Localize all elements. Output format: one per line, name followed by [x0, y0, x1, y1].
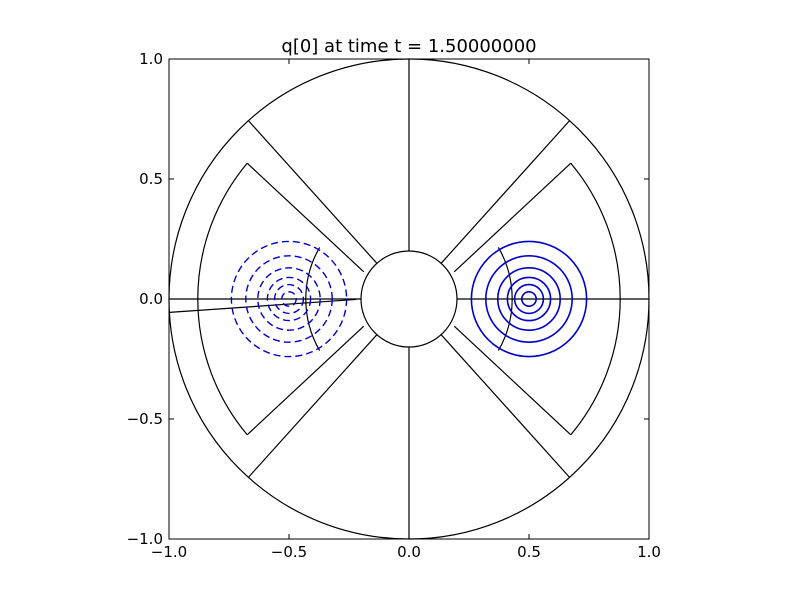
- contour-line-right-3: [496, 266, 561, 331]
- sector-edge-sw-inner: [246, 325, 365, 436]
- chart-title: q[0] at time t = 1.50000000: [281, 36, 536, 57]
- y-tick-label: 0.0: [139, 290, 163, 308]
- contour-line-left-2: [266, 276, 312, 322]
- radial-line-left-slanted: [169, 298, 357, 313]
- contour-line-left-4: [245, 255, 333, 343]
- inner-arc-left: [305, 247, 321, 351]
- contour-line-left-5: [230, 240, 348, 358]
- x-tick-label: −0.5: [271, 543, 307, 561]
- x-tick-label: 0.5: [517, 543, 541, 561]
- radial-line-se: [440, 334, 571, 478]
- contour-line-right-1: [513, 283, 545, 315]
- y-tick-label: −0.5: [127, 410, 163, 428]
- contour-line-right-4: [484, 255, 573, 344]
- radial-line-nw: [247, 120, 378, 264]
- y-tick-label: −1.0: [127, 530, 163, 548]
- x-tick-label: 0.0: [397, 543, 421, 561]
- middle-arc-left: [197, 162, 248, 436]
- inner-arc-right: [497, 247, 513, 351]
- contour-line-right-5: [470, 240, 588, 358]
- contour-line-right-2: [506, 276, 552, 322]
- radial-line-ne: [440, 120, 571, 264]
- plot-area: [168, 58, 650, 540]
- sector-edge-ne-inner: [453, 162, 572, 273]
- y-tick-label: 1.0: [139, 50, 163, 68]
- contour-line-right-0: [520, 290, 537, 307]
- radial-line-sw: [247, 334, 378, 478]
- x-tick-label: 1.0: [637, 543, 661, 561]
- axes: −1.0 −0.5 0.0 0.5 1.0 −1.0 −0.5 0.0 0.5 1.0: [127, 50, 661, 561]
- sector-edge-nw-inner: [246, 162, 365, 273]
- contour-line-left-3: [257, 267, 321, 331]
- inner-boundary: [360, 250, 458, 348]
- x-tick-label: −1.0: [151, 543, 187, 561]
- sector-edge-se-inner: [453, 325, 572, 436]
- contour-line-left-1: [273, 283, 305, 315]
- contour-line-left-0: [281, 291, 297, 307]
- middle-arc-right: [570, 162, 621, 436]
- y-tick-label: 0.5: [139, 170, 163, 188]
